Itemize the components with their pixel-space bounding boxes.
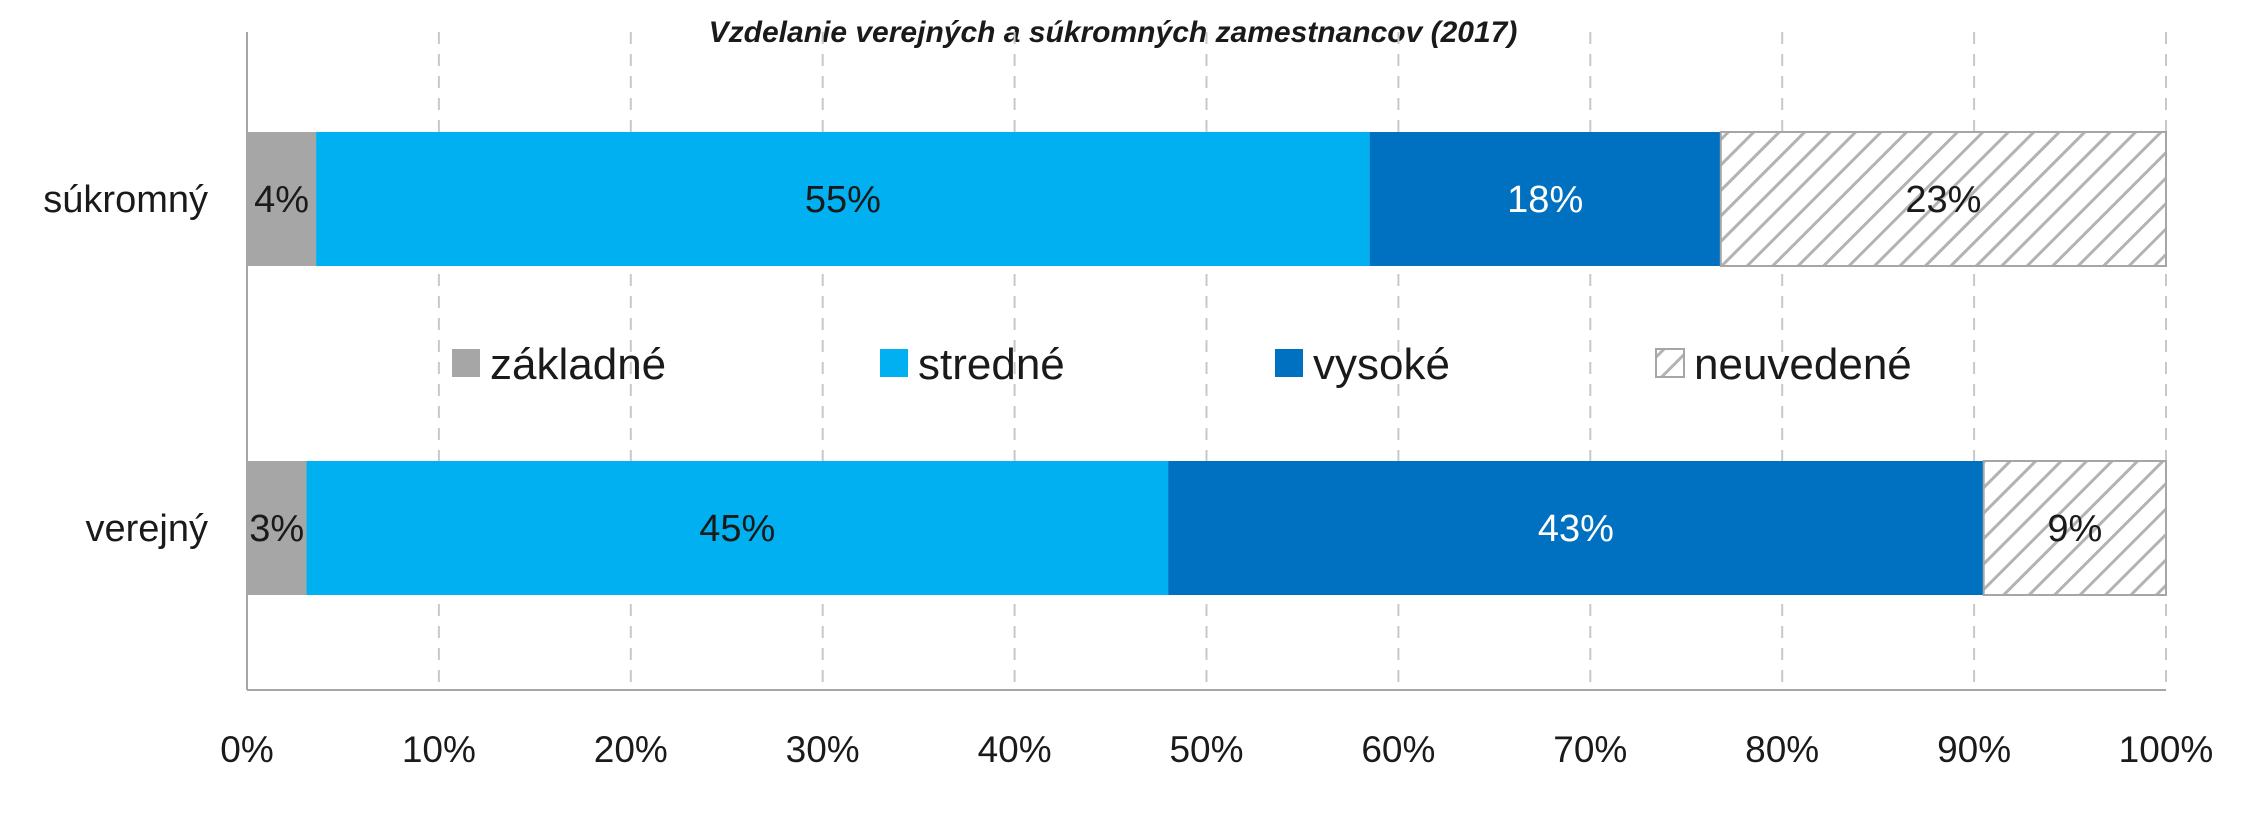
x-tick-label: 70% [1553,729,1627,770]
x-tick-label: 30% [786,729,860,770]
x-tick-label: 100% [2119,729,2214,770]
bar-segment [1369,132,1721,266]
data-label: 4% [254,179,309,221]
bar-segment [1168,461,1984,595]
legend-swatch [880,349,908,377]
x-tick-label: 10% [402,729,476,770]
data-label: 18% [1507,179,1583,221]
x-tick-label: 80% [1745,729,1819,770]
category-label: verejný [86,508,209,550]
bar-segment [306,461,1169,595]
bar-segment [247,461,307,595]
x-tick-label: 50% [1169,729,1243,770]
data-label: 55% [805,179,881,221]
chart-title: Vzdelanie verejných a súkromných zamestn… [709,16,1518,49]
bars: 4% 55% 18% 23% 3% 45% 43% 9% [247,131,2167,596]
data-label: 3% [249,508,304,550]
data-label: 43% [1538,508,1614,550]
category-label: súkromný [43,179,208,221]
legend-swatch [1275,349,1303,377]
axes: 0% 10% 20% 30% 40% 50% 60% 70% 80% 90% 100% súkromn… [43,32,2213,770]
bar-segment [1719,131,2167,267]
legend-label: základné [490,340,666,389]
data-label: 45% [699,508,775,550]
bar-segment [316,132,1370,266]
legend: základné stredné vysoké neuvedené [452,340,1912,389]
x-tick-label: 20% [594,729,668,770]
x-tick-label: 40% [978,729,1052,770]
data-label: 23% [1905,179,1981,221]
legend-swatch [1655,348,1685,378]
legend-label: stredné [918,340,1065,389]
x-tick-label: 0% [220,729,273,770]
bar-segment [1982,460,2167,596]
legend-swatch [452,349,480,377]
legend-label: neuvedené [1694,340,1912,389]
legend-label: vysoké [1313,340,1450,389]
data-label: 9% [2047,508,2102,550]
x-tick-label: 90% [1937,729,2011,770]
x-tick-label: 60% [1361,729,1435,770]
bar-segment [247,132,317,266]
